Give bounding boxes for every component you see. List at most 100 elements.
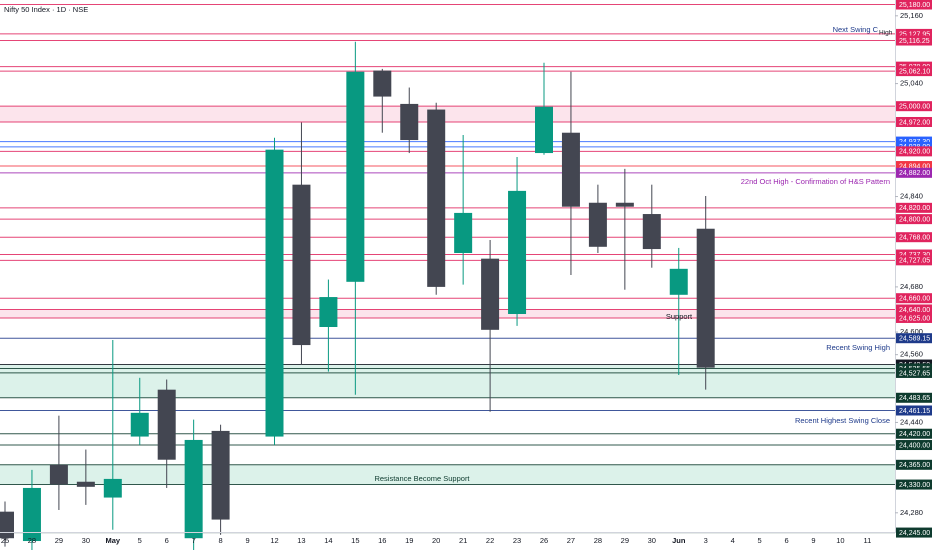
annotation: Next Swing C	[833, 25, 879, 34]
candle-body	[211, 430, 230, 520]
price-label-box	[896, 167, 932, 178]
x-tick-label: 20	[432, 536, 440, 545]
x-tick-label: 21	[459, 536, 467, 545]
x-tick-label: 6	[165, 536, 169, 545]
candle-body	[400, 103, 419, 141]
x-tick-label: 15	[351, 536, 359, 545]
candle-body	[76, 481, 95, 487]
x-tick-label: 12	[270, 536, 278, 545]
x-tick-label: 9	[245, 536, 249, 545]
price-label-box	[896, 304, 932, 315]
price-label-box	[896, 101, 932, 112]
x-tick-label: May	[106, 536, 121, 545]
candle-body	[561, 132, 580, 207]
price-label: 24,483.65	[899, 395, 930, 402]
price-label-box	[896, 293, 932, 304]
candle-body	[157, 389, 176, 460]
y-tick-label: 24,600	[900, 327, 923, 336]
x-tick-label: 30	[82, 536, 90, 545]
candle-body	[49, 464, 68, 485]
y-tick-label: 24,560	[900, 350, 923, 359]
x-tick-label: 19	[405, 536, 413, 545]
x-tick-label: 16	[378, 536, 386, 545]
x-tick-label: 27	[567, 536, 575, 545]
zone	[0, 364, 895, 398]
price-label-box	[896, 333, 932, 344]
annotation: Recent Swing High	[826, 343, 890, 352]
x-tick-label: 3	[704, 536, 708, 545]
price-label: 24,972.00	[899, 119, 930, 126]
price-label: 24,420.00	[899, 431, 930, 438]
y-tick-label: 24,840	[900, 192, 923, 201]
x-tick-label: 5	[758, 536, 762, 545]
candle-body	[642, 214, 661, 250]
candle-body	[0, 511, 14, 539]
annotation: Support	[666, 312, 693, 321]
x-tick-label: 28	[594, 536, 602, 545]
price-label: 24,365.00	[899, 462, 930, 469]
annotation: Recent Highest Swing Close	[795, 416, 890, 425]
x-tick-label: 11	[864, 536, 872, 545]
price-label-box	[896, 255, 932, 266]
price-label: 25,062.10	[899, 68, 930, 75]
candle-body	[22, 487, 41, 542]
candle-body	[454, 212, 473, 254]
price-label-box	[896, 479, 932, 490]
candle-body	[615, 202, 634, 207]
candle-body	[535, 106, 553, 154]
zone	[0, 309, 895, 318]
x-tick-label: 29	[55, 536, 63, 545]
price-label: 24,882.00	[899, 170, 930, 177]
x-tick-label: 25	[1, 536, 9, 545]
zone	[0, 106, 895, 122]
price-label: 24,330.00	[899, 482, 930, 489]
price-label-box	[896, 35, 932, 46]
candle-body	[427, 109, 446, 287]
price-label-box	[896, 367, 932, 378]
x-tick-label: 30	[648, 536, 656, 545]
candle-body	[696, 228, 715, 368]
candle-body	[508, 190, 527, 315]
price-label: 25,180.00	[899, 2, 930, 9]
annotation: 22nd Oct High - Confirmation of H&S Patt…	[741, 177, 890, 186]
candle-body	[373, 70, 392, 97]
x-tick-label: 22	[486, 536, 494, 545]
price-label: 24,660.00	[899, 296, 930, 303]
price-label-box	[896, 66, 932, 77]
price-label: 25,000.00	[899, 104, 930, 111]
y-tick-label: 24,280	[900, 508, 923, 517]
chart-title: Nifty 50 Index · 1D · NSE	[4, 5, 88, 14]
candle-body	[184, 439, 203, 539]
x-tick-label: 5	[138, 536, 142, 545]
candle-body	[588, 202, 607, 247]
price-label: 24,400.00	[899, 442, 930, 449]
price-label-box	[896, 214, 932, 225]
y-tick-label: 25,040	[900, 79, 923, 88]
price-label: 24,589.15	[899, 336, 930, 343]
price-label-box	[896, 136, 932, 147]
price-label: 24,920.00	[899, 149, 930, 156]
price-label: 25,116.25	[899, 38, 930, 45]
price-label-box	[896, 249, 932, 260]
price-label: 24,461.15	[899, 408, 930, 415]
price-label: 24,625.00	[899, 315, 930, 322]
x-tick-label: Jun	[672, 536, 686, 545]
x-tick-label: 8	[219, 536, 223, 545]
annotation: High	[879, 30, 893, 37]
x-tick-label: 29	[621, 536, 629, 545]
price-label: 24,768.00	[899, 235, 930, 242]
price-label-box	[896, 312, 932, 323]
price-label-box	[896, 440, 932, 451]
price-label: 24,727.05	[899, 258, 930, 265]
x-tick-label: 7	[192, 536, 196, 545]
x-tick-label: 13	[297, 536, 305, 545]
x-tick-label: 4	[731, 536, 735, 545]
candle-body	[669, 268, 688, 295]
price-label: 24,800.00	[899, 216, 930, 223]
price-label-box	[896, 161, 932, 172]
candle-body	[319, 297, 338, 327]
candle-body	[292, 184, 311, 346]
candle-body	[130, 412, 149, 437]
price-label-box	[896, 202, 932, 213]
candles	[0, 41, 715, 550]
